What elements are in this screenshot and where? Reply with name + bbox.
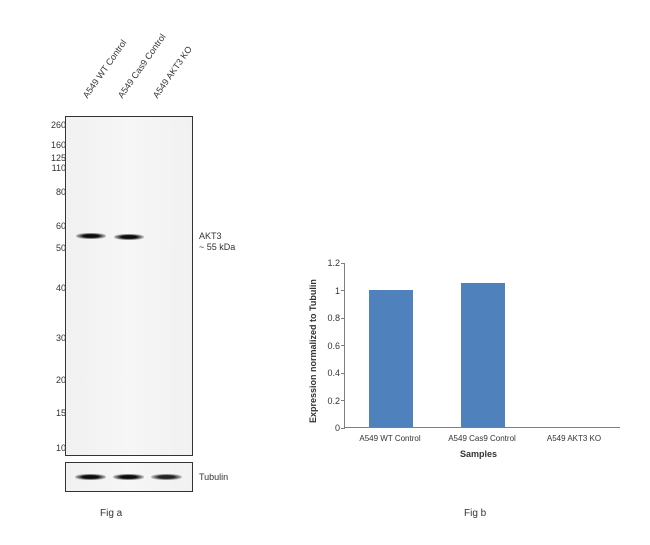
x-cat-2: A549 Cas9 Control bbox=[436, 434, 528, 443]
y-tick bbox=[341, 428, 345, 429]
y-tick-label: 0.4 bbox=[322, 368, 340, 378]
y-axis-title: Expression normalized to Tubulin bbox=[308, 279, 318, 423]
band-akt3-lane1 bbox=[76, 233, 106, 239]
mw-tick: 40 bbox=[32, 284, 66, 293]
y-tick bbox=[341, 345, 345, 346]
mw-tick: 110 bbox=[32, 164, 66, 173]
akt3-label-line1: AKT3 bbox=[199, 231, 222, 241]
mw-tick: 125 bbox=[32, 154, 66, 163]
y-tick-label: 0.6 bbox=[322, 341, 340, 351]
y-tick bbox=[341, 318, 345, 319]
x-cat-1: A549 WT Control bbox=[344, 434, 436, 443]
mw-tick: 60 bbox=[32, 222, 66, 231]
figure-a: A549 WT Control A549 Cas9 Control A549 A… bbox=[32, 18, 267, 508]
y-tick bbox=[341, 400, 345, 401]
mw-tick: 80 bbox=[32, 188, 66, 197]
y-tick-label: 0.2 bbox=[322, 396, 340, 406]
akt3-label-line2: ~ 55 kDa bbox=[199, 242, 235, 252]
figure-b: Expression normalized to Tubulin 0 0.2 0… bbox=[300, 255, 630, 490]
y-tick bbox=[341, 290, 345, 291]
mw-tick: 160 bbox=[32, 141, 66, 150]
fig-a-caption: Fig a bbox=[100, 508, 122, 519]
mw-tick: 20 bbox=[32, 376, 66, 385]
akt3-label: AKT3 ~ 55 kDa bbox=[199, 231, 235, 253]
y-tick-label: 1 bbox=[322, 286, 340, 296]
lane-labels-group: A549 WT Control A549 Cas9 Control A549 A… bbox=[71, 18, 191, 108]
x-cat-3: A549 AKT3 KO bbox=[528, 434, 620, 443]
lane-label-3: A549 AKT3 KO bbox=[151, 44, 194, 100]
mw-tick: 15 bbox=[32, 409, 66, 418]
band-akt3-lane2 bbox=[114, 234, 144, 240]
main-blot bbox=[65, 116, 193, 456]
x-axis-title: Samples bbox=[460, 449, 497, 459]
y-tick-label: 1.2 bbox=[322, 258, 340, 268]
y-tick bbox=[341, 373, 345, 374]
y-tick-label: 0 bbox=[322, 423, 340, 433]
y-tick bbox=[341, 263, 345, 264]
mw-tick: 10 bbox=[32, 444, 66, 453]
mw-tick: 260 bbox=[32, 121, 66, 130]
bar-1 bbox=[369, 290, 413, 427]
band-tubulin-lane3 bbox=[151, 474, 182, 480]
mw-tick: 30 bbox=[32, 334, 66, 343]
y-tick-label: 0.8 bbox=[322, 313, 340, 323]
band-tubulin-lane2 bbox=[113, 474, 144, 480]
mw-tick: 50 bbox=[32, 244, 66, 253]
bar-2 bbox=[461, 283, 505, 427]
tubulin-label: Tubulin bbox=[199, 472, 228, 483]
tubulin-blot bbox=[65, 462, 193, 492]
mw-ladder: 260 160 125 110 80 60 50 40 30 20 15 10 bbox=[32, 116, 66, 456]
fig-b-caption: Fig b bbox=[464, 508, 486, 519]
chart-area bbox=[344, 263, 620, 428]
band-tubulin-lane1 bbox=[75, 474, 106, 480]
